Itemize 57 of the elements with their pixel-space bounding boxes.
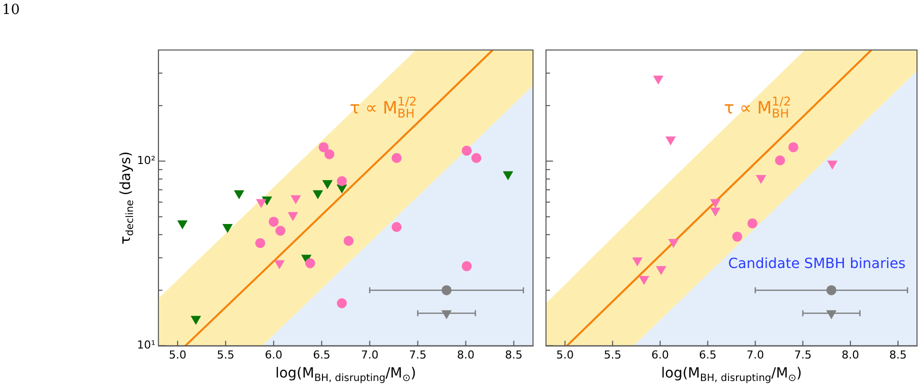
point — [392, 153, 402, 164]
text: 10 — [2, 2, 20, 18]
x-tick-label: 8.5 — [889, 348, 907, 362]
point — [653, 76, 664, 85]
point — [222, 224, 233, 233]
x-tick-label: 6.5 — [698, 348, 716, 362]
point — [256, 199, 266, 208]
x-tick-label: 5.0 — [556, 348, 574, 362]
point — [190, 316, 202, 325]
point — [665, 136, 676, 146]
x-tick-label: 5.0 — [168, 348, 186, 362]
x-tick-label: 7.5 — [794, 348, 812, 362]
point — [710, 208, 721, 217]
point — [638, 276, 650, 286]
y-axis-title: τdecline (days) — [118, 151, 136, 244]
x-tick-label: 6.0 — [651, 348, 669, 362]
point — [632, 257, 643, 266]
x-tick-label: 5.5 — [216, 348, 234, 362]
point — [502, 171, 514, 180]
point — [274, 260, 285, 270]
x-tick-label: 7.0 — [360, 348, 378, 362]
point — [827, 160, 838, 170]
point — [318, 142, 329, 152]
point — [336, 298, 347, 308]
point — [177, 220, 188, 230]
point — [668, 238, 679, 248]
point — [462, 146, 472, 156]
x-tick-label: 7.0 — [746, 348, 764, 362]
point — [288, 212, 298, 222]
x-tick-label: 6.5 — [312, 348, 330, 362]
point — [234, 190, 244, 200]
point — [322, 180, 333, 190]
x-tick-label: 8.5 — [505, 348, 523, 362]
point — [336, 176, 347, 186]
point — [290, 195, 301, 204]
point — [312, 190, 324, 200]
y-tick-label: 10² — [136, 154, 156, 168]
point — [756, 175, 766, 184]
point — [471, 153, 482, 164]
point — [656, 266, 666, 276]
annotation: Candidate SMBH binaries — [728, 256, 906, 272]
point — [462, 261, 472, 272]
point — [268, 216, 279, 227]
x-tick-label: 7.5 — [408, 348, 426, 362]
x-tick-label: 5.5 — [604, 348, 622, 362]
point — [732, 232, 742, 242]
point — [392, 222, 402, 232]
point — [275, 226, 286, 236]
point — [324, 149, 334, 160]
x-tick-label: 6.0 — [264, 348, 282, 362]
point — [305, 258, 316, 268]
point — [710, 199, 721, 208]
x-tick-label: 8.0 — [842, 348, 860, 362]
point — [255, 238, 266, 248]
x-tick-label: 8.0 — [457, 348, 475, 362]
y-tick-label: 10¹ — [136, 338, 156, 352]
point — [344, 236, 354, 246]
